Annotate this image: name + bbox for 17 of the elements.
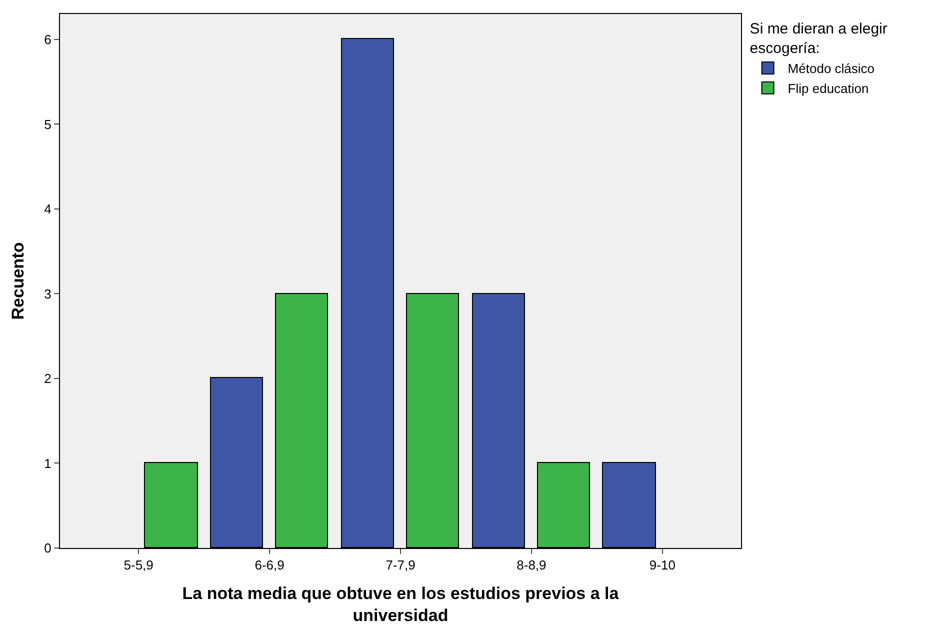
legend-title: Si me dieran a elegir escogería: — [750, 20, 888, 57]
x-tick-label: 6-6,9 — [254, 558, 284, 573]
legend-label: Flip education — [788, 80, 869, 96]
y-tick-label: 0 — [44, 540, 52, 556]
y-tick-label: 1 — [44, 456, 52, 471]
x-tick-label: 8-8,9 — [516, 558, 546, 573]
legend-label: Método clásico — [788, 61, 875, 76]
y-tick-label: 3 — [44, 286, 52, 302]
x-tick-label: 7-7,9 — [386, 558, 416, 573]
x-tick-label: 5-5,9 — [124, 558, 154, 573]
y-tick-label: 5 — [44, 116, 52, 132]
x-tick-label: 9-10 — [649, 558, 676, 573]
y-tick-label: 2 — [44, 371, 52, 386]
y-tick-label: 4 — [44, 202, 52, 216]
y-tick-label: 6 — [44, 32, 52, 47]
y-axis-title: Recuento — [8, 242, 28, 320]
x-axis-title: La nota media que obtuve en los estudios previos a la universidad — [182, 584, 620, 626]
